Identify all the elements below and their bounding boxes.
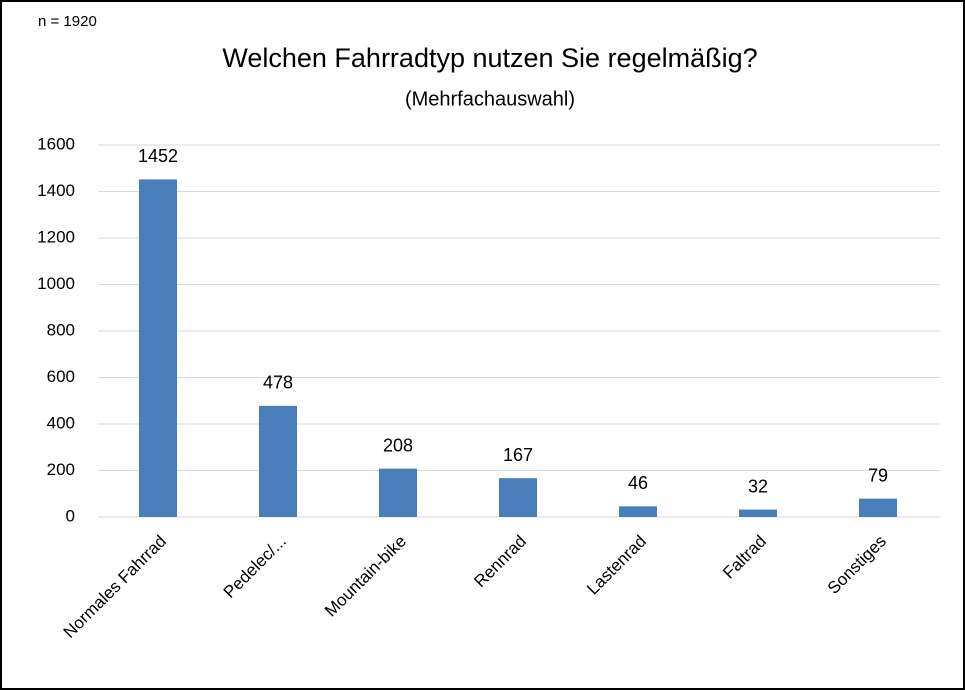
data-label: 32 <box>748 476 768 496</box>
data-label: 1452 <box>138 146 178 166</box>
y-tick-label: 1400 <box>37 181 75 200</box>
data-label: 208 <box>383 435 413 455</box>
y-tick-label: 400 <box>47 413 75 432</box>
bar <box>859 498 897 517</box>
y-tick-label: 200 <box>47 460 75 479</box>
bar <box>739 509 777 517</box>
bar <box>139 179 177 517</box>
y-tick-label: 0 <box>66 506 75 525</box>
data-label: 478 <box>263 373 293 393</box>
y-tick-label: 1200 <box>37 227 75 246</box>
bar <box>619 506 657 517</box>
y-tick-label: 600 <box>47 367 75 386</box>
bar <box>259 405 297 517</box>
y-tick-label: 1000 <box>37 274 75 293</box>
bar <box>499 478 537 517</box>
annotation: n = 1920 <box>38 13 97 30</box>
y-tick-label: 800 <box>47 320 75 339</box>
bar <box>379 468 417 517</box>
data-label: 79 <box>868 465 888 485</box>
y-tick-label: 1600 <box>37 134 75 153</box>
chart-subtitle: (Mehrfachauswahl) <box>405 88 575 110</box>
data-label: 167 <box>503 445 533 465</box>
chart-title: Welchen Fahrradtyp nutzen Sie regelmäßig… <box>222 43 757 73</box>
data-label: 46 <box>628 473 648 493</box>
